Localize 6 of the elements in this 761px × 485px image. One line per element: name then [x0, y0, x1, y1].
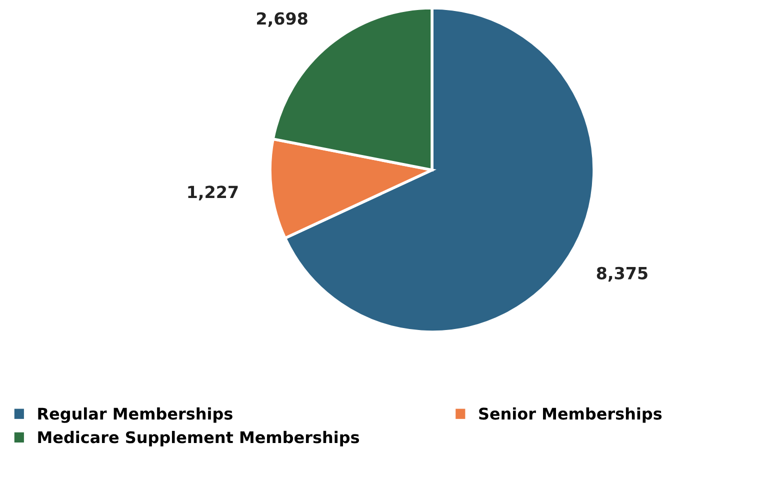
legend-label: Regular Memberships: [38, 407, 232, 423]
data-label: 1,227: [188, 186, 238, 200]
legend-label: Senior Memberships: [479, 407, 662, 423]
data-label: 8,375: [596, 266, 648, 282]
data-label: 2,698: [257, 12, 308, 27]
legend-label: Medicare Supplement Memberships: [38, 430, 360, 446]
